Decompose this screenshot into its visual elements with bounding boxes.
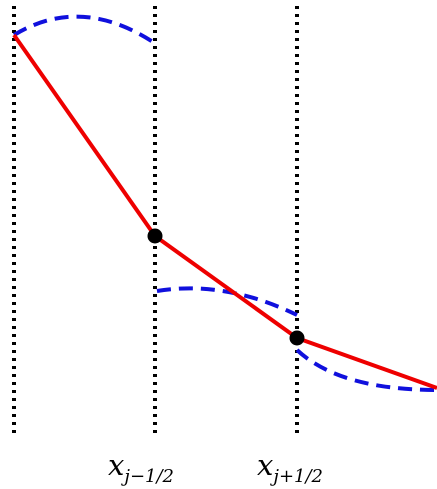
dashed-curve-middle-cell bbox=[156, 286, 298, 317]
node-j-plus-half bbox=[289, 330, 305, 346]
dashed-curve-right-cell bbox=[295, 348, 437, 392]
label-x-j-plus-half: xj+1/2 bbox=[257, 448, 323, 487]
dashed-curves bbox=[12, 14, 437, 392]
interface-lines bbox=[12, 6, 299, 436]
dashed-curve-left-cell bbox=[12, 14, 155, 44]
piecewise-linear-interpolant bbox=[12, 33, 437, 390]
node-j-minus-half bbox=[147, 228, 163, 244]
interface-nodes bbox=[147, 228, 305, 346]
label-x-j-minus-half: xj−1/2 bbox=[108, 448, 174, 487]
